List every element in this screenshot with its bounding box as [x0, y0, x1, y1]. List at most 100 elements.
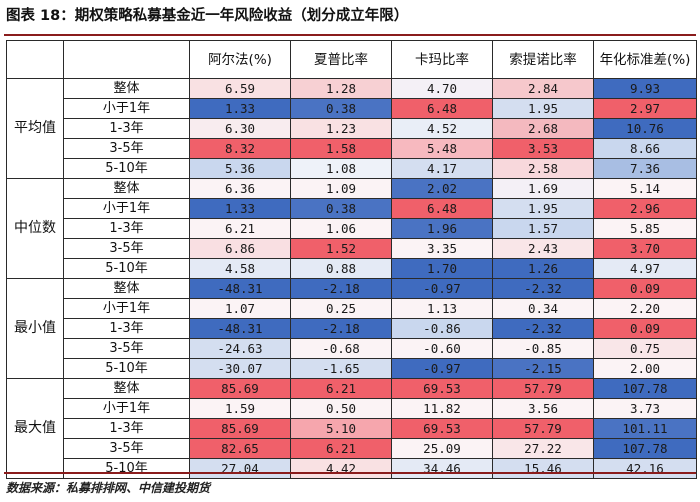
row-label: 5-10年 — [63, 258, 190, 279]
value-cell: 0.09 — [593, 278, 697, 299]
value-cell: -2.32 — [492, 318, 594, 339]
table-row: 1-3年 6.30 1.23 4.52 2.68 10.76 — [7, 118, 697, 139]
value-cell: 0.34 — [492, 298, 594, 319]
value-cell: -0.97 — [391, 278, 493, 299]
value-cell: 5.36 — [189, 158, 291, 179]
value-cell: 4.58 — [189, 258, 291, 279]
value-cell: 6.21 — [290, 438, 392, 459]
value-cell: 0.38 — [290, 198, 392, 219]
value-cell: 0.09 — [593, 318, 697, 339]
table-row: 小于1年 1.59 0.50 11.82 3.56 3.73 — [7, 398, 697, 419]
column-header-alpha: 阿尔法(%) — [189, 40, 291, 79]
value-cell: 5.10 — [290, 418, 392, 439]
row-label: 整体 — [63, 378, 190, 399]
table-row: 最大值 整体 85.69 6.21 69.53 57.79 107.78 — [6, 378, 697, 479]
row-label: 5-10年 — [63, 458, 190, 479]
group-label-mean: 平均值 — [6, 78, 64, 179]
value-cell: 57.79 — [492, 378, 594, 399]
value-cell: 9.93 — [593, 78, 697, 99]
value-cell: 3.70 — [593, 238, 697, 259]
value-cell: -0.60 — [391, 338, 493, 359]
value-cell: 1.07 — [189, 298, 291, 319]
value-cell: 6.48 — [391, 98, 493, 119]
value-cell: 2.68 — [492, 118, 594, 139]
value-cell: -0.86 — [391, 318, 493, 339]
footer-divider — [4, 472, 696, 474]
value-cell: 6.30 — [189, 118, 291, 139]
value-cell: 2.58 — [492, 158, 594, 179]
table-row: 小于1年 1.33 0.38 6.48 1.95 2.97 — [7, 98, 697, 119]
value-cell: 1.26 — [492, 258, 594, 279]
value-cell: 2.96 — [593, 198, 697, 219]
table-row: 中位数 整体 6.36 1.09 2.02 1.69 5.14 — [6, 178, 697, 279]
value-cell: 4.17 — [391, 158, 493, 179]
value-cell: 6.21 — [290, 378, 392, 399]
chart-title: 图表 18：期权策略私募基金近一年风险收益（划分成立年限） — [6, 8, 409, 24]
value-cell: 1.57 — [492, 218, 594, 239]
value-cell: 101.11 — [593, 418, 697, 439]
value-cell: 3.53 — [492, 138, 594, 159]
value-cell: 1.23 — [290, 118, 392, 139]
value-cell: 0.50 — [290, 398, 392, 419]
group-label-max: 最大值 — [6, 378, 64, 479]
value-cell: 2.97 — [593, 98, 697, 119]
value-cell: 1.59 — [189, 398, 291, 419]
value-cell: 2.00 — [593, 358, 697, 379]
value-cell: 7.36 — [593, 158, 697, 179]
value-cell: 1.70 — [391, 258, 493, 279]
value-cell: 27.22 — [492, 438, 594, 459]
table-row: 3-5年 82.65 6.21 25.09 27.22 107.78 — [7, 438, 697, 459]
value-cell: 2.20 — [593, 298, 697, 319]
value-cell: 1.69 — [492, 178, 594, 199]
row-label: 小于1年 — [63, 298, 190, 319]
risk-return-table: 阿尔法(%) 夏普比率 卡玛比率 索提诺比率 年化标准差(%) 平均值 整体 6.5… — [6, 40, 697, 479]
row-label: 整体 — [63, 178, 190, 199]
value-cell: 5.85 — [593, 218, 697, 239]
value-cell: 69.53 — [391, 378, 493, 399]
column-header-volatility: 年化标准差(%) — [593, 40, 697, 79]
value-cell: 4.97 — [593, 258, 697, 279]
value-cell: 1.95 — [492, 98, 594, 119]
value-cell: 42.16 — [593, 458, 697, 479]
value-cell: 82.65 — [189, 438, 291, 459]
row-label: 小于1年 — [63, 398, 190, 419]
value-cell: 85.69 — [189, 378, 291, 399]
value-cell: 1.33 — [189, 98, 291, 119]
value-cell: 1.96 — [391, 218, 493, 239]
row-label: 3-5年 — [63, 438, 190, 459]
table-row: 5-10年 27.04 4.42 34.46 15.46 42.16 — [7, 458, 697, 479]
table-row: 1-3年 6.21 1.06 1.96 1.57 5.85 — [7, 218, 697, 239]
table-row: 最小值 整体 -48.31 -2.18 -0.97 -2.32 0.09 — [6, 278, 697, 379]
value-cell: -2.15 — [492, 358, 594, 379]
row-label: 小于1年 — [63, 98, 190, 119]
header-row: 阿尔法(%) 夏普比率 卡玛比率 索提诺比率 年化标准差(%) — [6, 40, 697, 79]
row-label: 1-3年 — [63, 218, 190, 239]
value-cell: 3.35 — [391, 238, 493, 259]
header-corner — [6, 40, 64, 79]
group-label-median: 中位数 — [6, 178, 64, 279]
row-label: 3-5年 — [63, 338, 190, 359]
table-row: 5-10年 4.58 0.88 1.70 1.26 4.97 — [7, 258, 697, 279]
table-row: 3-5年 6.86 1.52 3.35 2.43 3.70 — [7, 238, 697, 259]
value-cell: 2.84 — [492, 78, 594, 99]
value-cell: 6.86 — [189, 238, 291, 259]
value-cell: 0.25 — [290, 298, 392, 319]
value-cell: -0.97 — [391, 358, 493, 379]
value-cell: 11.82 — [391, 398, 493, 419]
value-cell: 1.52 — [290, 238, 392, 259]
row-label: 整体 — [63, 278, 190, 299]
column-header-sharpe: 夏普比率 — [290, 40, 392, 79]
value-cell: 3.73 — [593, 398, 697, 419]
value-cell: 6.48 — [391, 198, 493, 219]
value-cell: -0.68 — [290, 338, 392, 359]
value-cell: 6.36 — [189, 178, 291, 199]
row-label: 5-10年 — [63, 358, 190, 379]
value-cell: 1.95 — [492, 198, 594, 219]
value-cell: 10.76 — [593, 118, 697, 139]
value-cell: 25.09 — [391, 438, 493, 459]
group-label-min: 最小值 — [6, 278, 64, 379]
value-cell: 1.08 — [290, 158, 392, 179]
table-row: 小于1年 1.07 0.25 1.13 0.34 2.20 — [7, 298, 697, 319]
value-cell: 69.53 — [391, 418, 493, 439]
value-cell: 0.75 — [593, 338, 697, 359]
